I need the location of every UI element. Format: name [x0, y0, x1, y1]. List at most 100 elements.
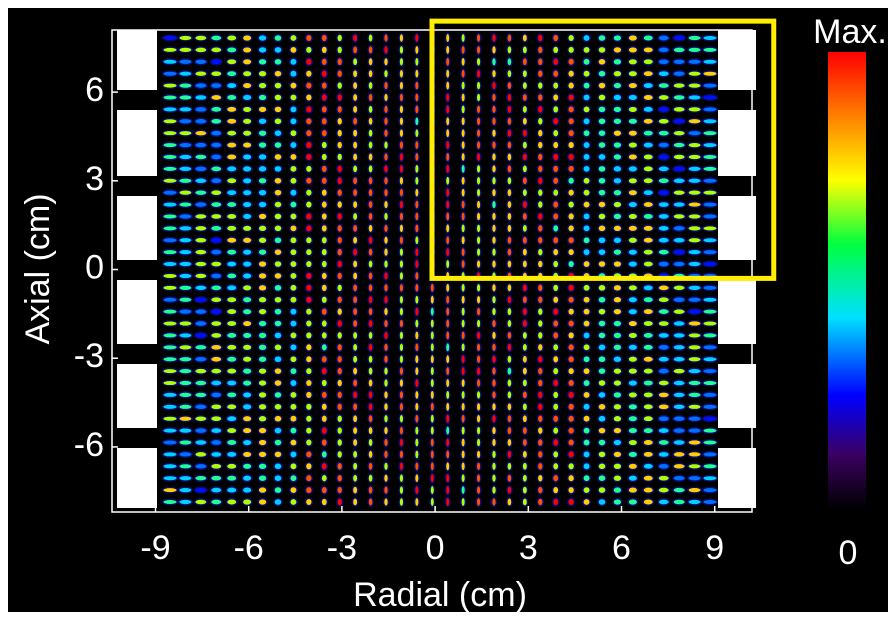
point-source	[195, 500, 206, 504]
point-source	[290, 35, 296, 41]
point-source	[614, 142, 621, 147]
point-source	[477, 308, 480, 315]
point-source	[243, 214, 251, 219]
point-source	[369, 427, 373, 434]
point-source	[275, 440, 282, 446]
point-source	[599, 83, 606, 89]
point-source	[599, 118, 606, 124]
point-source	[704, 405, 717, 409]
point-source	[290, 475, 296, 481]
point-source	[446, 105, 449, 113]
point-source	[644, 285, 653, 290]
point-source	[306, 142, 311, 148]
point-source	[659, 155, 669, 160]
point-source	[462, 474, 465, 482]
point-source	[462, 260, 465, 268]
point-source	[322, 142, 327, 148]
point-source	[538, 35, 542, 42]
point-source	[568, 368, 573, 374]
point-source	[477, 153, 480, 160]
point-source	[644, 333, 653, 338]
point-source	[614, 333, 621, 338]
point-source	[689, 107, 701, 111]
point-source	[704, 310, 717, 314]
point-source	[338, 332, 342, 339]
point-source	[211, 83, 221, 88]
point-source	[322, 380, 327, 386]
point-source	[553, 499, 558, 505]
point-source	[538, 249, 542, 256]
point-source	[446, 498, 449, 506]
point-source	[227, 333, 236, 338]
point-source	[384, 46, 387, 53]
point-source	[400, 237, 403, 244]
point-source	[614, 83, 621, 88]
point-source	[415, 367, 418, 375]
point-source	[614, 392, 621, 397]
point-source	[290, 333, 296, 339]
point-source	[227, 297, 236, 302]
point-source	[508, 177, 512, 184]
point-source	[179, 429, 191, 433]
point-source	[523, 499, 527, 506]
point-source	[306, 237, 311, 243]
point-source	[644, 178, 653, 183]
point-source	[211, 59, 221, 64]
point-source	[477, 82, 480, 89]
point-source	[227, 452, 236, 457]
point-source	[415, 308, 418, 316]
point-source	[492, 118, 495, 125]
point-source	[568, 154, 573, 160]
point-source	[614, 368, 621, 373]
point-source	[179, 310, 191, 314]
point-source	[290, 404, 296, 410]
point-source	[629, 261, 637, 266]
point-source	[492, 46, 495, 53]
point-source	[211, 202, 221, 207]
point-source	[275, 107, 282, 113]
point-source	[674, 202, 685, 206]
point-source	[306, 475, 311, 481]
point-source	[400, 118, 403, 125]
point-source	[614, 464, 621, 469]
point-source	[492, 141, 495, 148]
point-source	[275, 190, 282, 196]
point-source	[629, 297, 637, 302]
point-source	[553, 487, 558, 493]
point-source	[164, 345, 177, 349]
point-source	[644, 95, 653, 100]
point-source	[477, 260, 480, 267]
point-source	[614, 71, 621, 76]
point-source	[369, 368, 373, 375]
point-source	[338, 249, 342, 256]
point-source	[659, 83, 669, 88]
point-source	[275, 83, 282, 89]
point-source	[195, 83, 206, 87]
point-source	[599, 95, 606, 101]
point-source	[211, 155, 221, 160]
point-source	[338, 142, 342, 149]
point-source	[704, 167, 717, 171]
point-source	[538, 380, 542, 387]
point-source	[599, 416, 606, 422]
point-source	[353, 154, 357, 161]
point-source	[659, 297, 669, 302]
point-source	[659, 143, 669, 148]
point-source	[553, 261, 558, 267]
point-source	[179, 488, 191, 492]
point-source	[306, 94, 311, 100]
point-source	[400, 451, 403, 458]
point-source	[369, 35, 373, 42]
point-source	[384, 225, 387, 232]
point-source	[400, 367, 403, 374]
point-source	[462, 141, 465, 149]
point-source	[599, 428, 606, 434]
point-source	[290, 118, 296, 124]
point-source	[384, 130, 387, 137]
point-source	[384, 284, 387, 291]
point-source	[353, 106, 357, 113]
point-source	[211, 345, 221, 350]
point-source	[290, 142, 296, 148]
point-source	[674, 155, 685, 159]
point-source	[195, 48, 206, 52]
